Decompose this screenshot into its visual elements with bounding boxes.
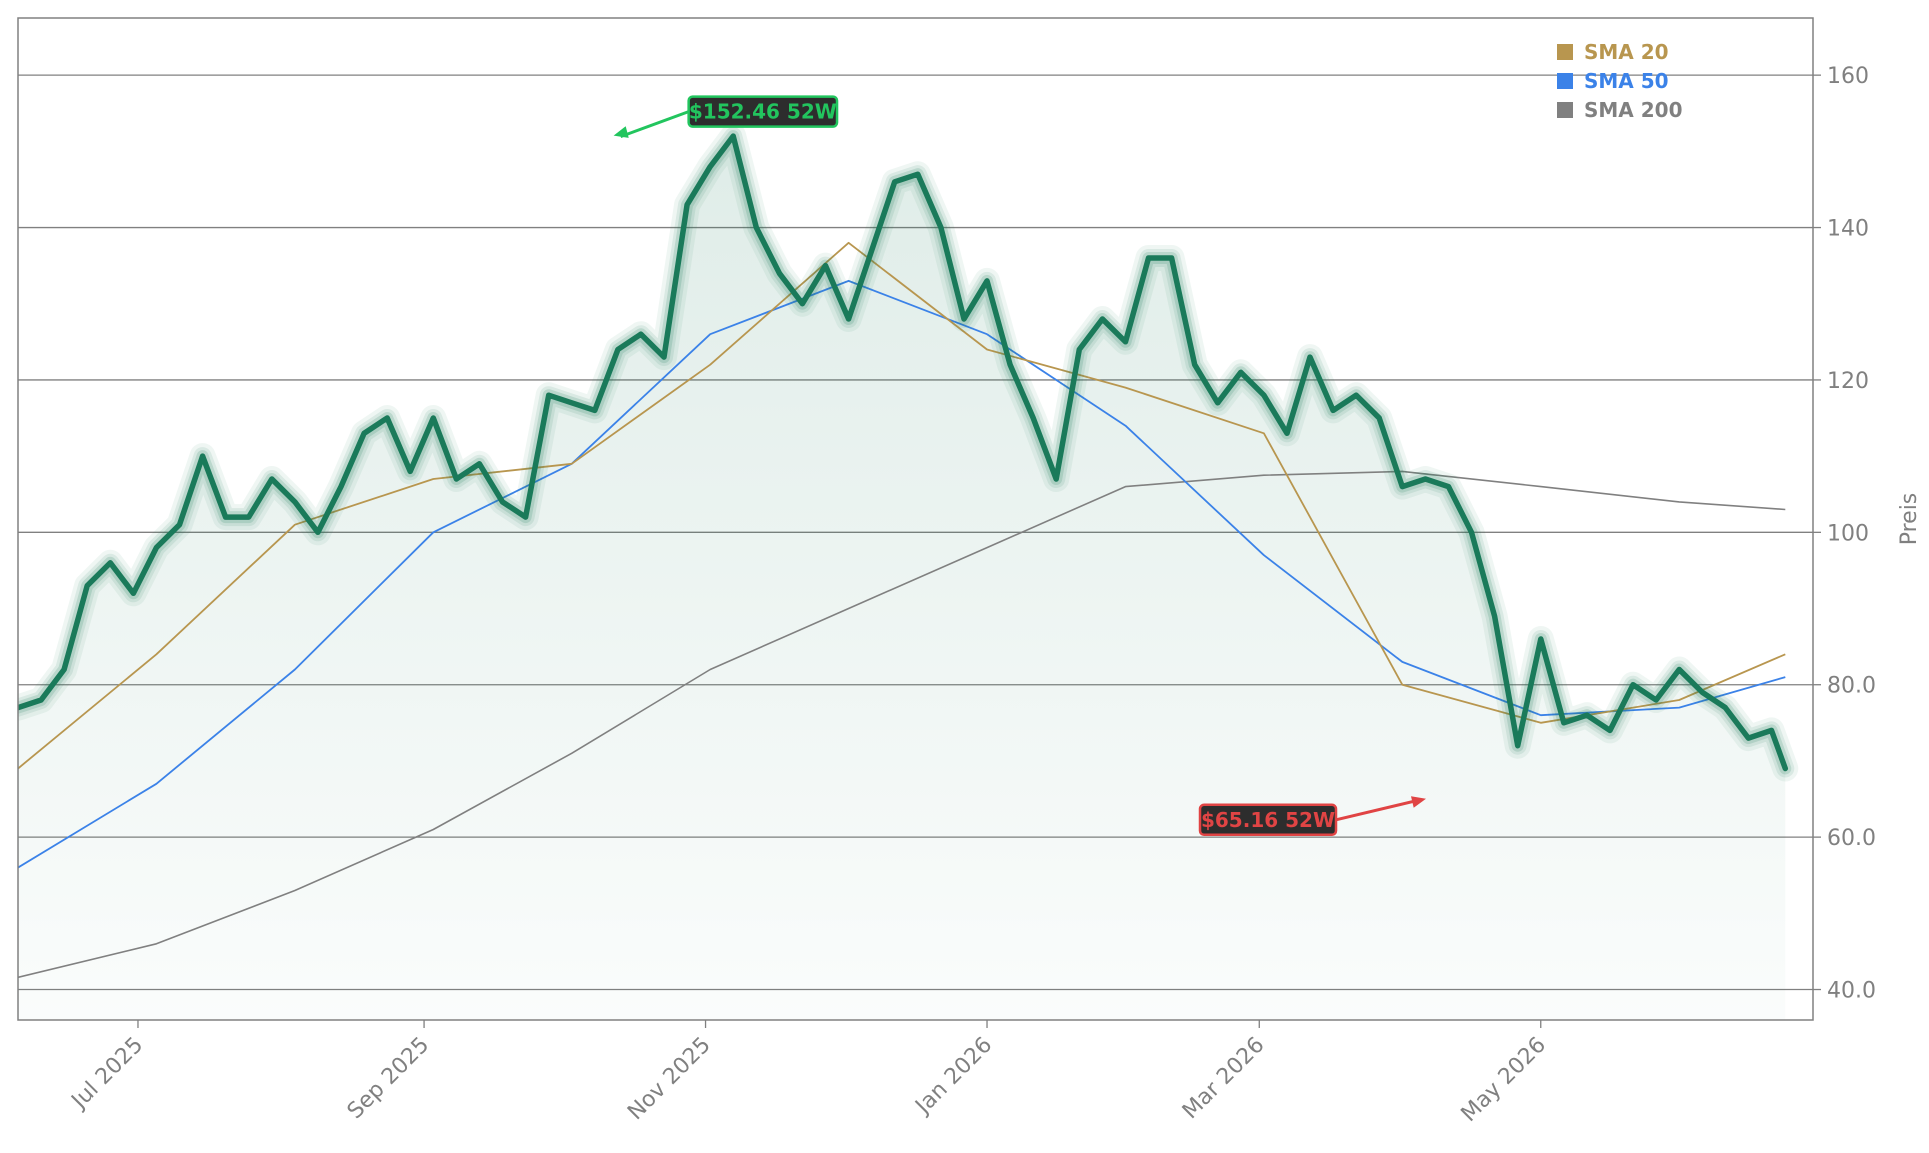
x-tick-label: Sep 2025 (343, 1033, 435, 1125)
y-tick-label: 60.0 (1827, 826, 1876, 851)
price-line (18, 133, 1789, 772)
y-tick-label: 140 (1827, 217, 1869, 242)
price-area-fill (18, 136, 1786, 1020)
legend-swatch (1557, 73, 1573, 89)
legend-item: SMA 20 (1557, 40, 1669, 64)
legend-swatch (1557, 44, 1573, 60)
legend-label: SMA 20 (1584, 40, 1669, 64)
annotation-low: $65.16 52W (1198, 796, 1426, 837)
y-axis-title: Preis (1897, 493, 1922, 546)
legend-label: SMA 200 (1584, 98, 1683, 122)
price-area (18, 136, 1786, 1020)
x-tick-label: Nov 2025 (623, 1033, 716, 1126)
y-tick-label: 100 (1827, 521, 1869, 546)
series-line-sma50 (18, 280, 1786, 869)
legend-item: SMA 50 (1557, 69, 1669, 93)
series-line-sma20 (18, 241, 1786, 770)
y-tick-label: 40.0 (1827, 979, 1876, 1004)
legend-label: SMA 50 (1584, 69, 1669, 93)
x-tick-label: Jul 2025 (66, 1033, 148, 1115)
legend-item: SMA 200 (1557, 98, 1683, 122)
x-tick-label: Mar 2026 (1178, 1033, 1270, 1125)
annotation-high: $152.46 52W (613, 95, 839, 139)
series-line-sma200 (18, 470, 1786, 979)
y-tick-label: 80.0 (1827, 674, 1876, 699)
annotation-arrow (620, 110, 690, 139)
annotation-label: $152.46 52W (689, 100, 837, 124)
annotation-arrow (1335, 798, 1421, 822)
annotation-arrowhead (613, 126, 629, 138)
y-tick-label: 160 (1827, 64, 1869, 89)
annotations: $152.46 52W $65.16 52W (613, 95, 1426, 837)
series-lines (18, 123, 1799, 979)
plot-frame (17, 17, 1814, 1021)
annotation-box (1198, 803, 1338, 837)
x-tick-label: May 2026 (1457, 1033, 1551, 1127)
legend: SMA 20 SMA 50 SMA 200 (1557, 40, 1683, 122)
annotation-box (687, 95, 839, 128)
y-tick-label: 120 (1827, 369, 1869, 394)
legend-swatch (1557, 102, 1573, 118)
annotation-arrowhead (1411, 796, 1426, 808)
x-tick-label: Jan 2026 (910, 1033, 998, 1121)
annotation-label: $65.16 52W (1201, 808, 1335, 832)
